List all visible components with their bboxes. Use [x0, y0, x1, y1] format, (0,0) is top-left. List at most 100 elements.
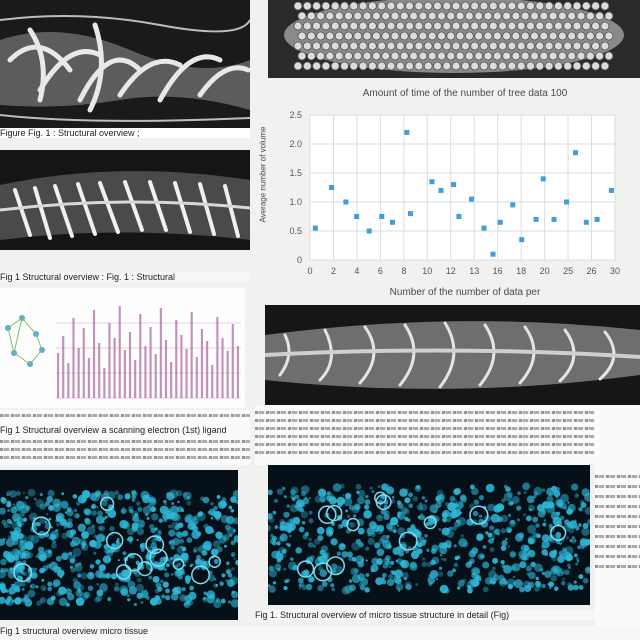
- fluorescence-speck: [353, 568, 360, 574]
- bar: [57, 353, 60, 398]
- bar: [113, 338, 116, 398]
- fluorescence-speck: [94, 596, 101, 603]
- bottom-caption-text: Fig 1 structural overview micro tissue: [0, 626, 149, 636]
- y-tick-label: 1.0: [289, 197, 302, 207]
- bar: [180, 335, 183, 398]
- fluorescence-speck: [301, 570, 309, 577]
- fluorescence-speck: [344, 584, 353, 594]
- fluorescence-speck: [205, 525, 214, 535]
- fluorescence-speck: [208, 508, 216, 516]
- fluorescence-speck: [137, 506, 143, 512]
- fluorescence-speck: [273, 498, 279, 503]
- bar-chart: [56, 306, 241, 399]
- fluorescence-speck: [300, 510, 309, 519]
- fluorescence-speck: [366, 527, 374, 535]
- fluorescence-speck: [519, 556, 523, 560]
- figure-header-caption-text: Figure Fig. 1 : Structural overview ;: [0, 128, 140, 138]
- fluorescence-speck: [512, 581, 516, 585]
- fluorescence-speck: [226, 579, 235, 588]
- fluorescence-speck: [527, 537, 535, 545]
- cell-texture: [502, 31, 512, 41]
- fluorescence-speck: [287, 522, 296, 532]
- fluorescence-speck: [220, 598, 226, 604]
- scatter-point: [564, 199, 570, 205]
- fluorescence-speck: [388, 574, 394, 579]
- cell-texture: [334, 11, 344, 21]
- cell-texture: [553, 21, 563, 31]
- fluorescence-speck: [548, 523, 553, 528]
- fluorescence-speck: [268, 569, 277, 578]
- fluorescence-speck: [165, 595, 171, 601]
- cell-texture: [437, 51, 446, 61]
- fluorescence-speck: [429, 569, 439, 579]
- fluorescence-speck: [404, 497, 411, 504]
- cell-texture: [302, 1, 312, 11]
- fluorescence-speck: [385, 555, 391, 561]
- fluorescence-speck: [183, 491, 192, 501]
- fluorescence-speck: [83, 591, 91, 599]
- cell-texture: [297, 11, 307, 21]
- fluorescence-speck: [408, 503, 414, 509]
- fluorescence-speck: [44, 520, 48, 524]
- fluorescence-speck: [0, 507, 6, 515]
- fluorescence-speck: [530, 561, 536, 568]
- cell-texture: [520, 31, 530, 41]
- fluorescence-speck: [305, 583, 313, 591]
- fluorescence-speck: [541, 545, 545, 550]
- fluorescence-speck: [292, 564, 299, 571]
- scatter-point: [608, 187, 614, 193]
- fluorescence-speck: [149, 496, 156, 504]
- fluorescence-speck: [116, 537, 120, 541]
- bar: [236, 346, 239, 398]
- fluorescence-speck: [80, 543, 89, 552]
- fluorescence-speck: [397, 511, 402, 516]
- cell-texture: [399, 11, 409, 21]
- fluorescence-speck: [17, 532, 24, 540]
- fluorescence-speck: [496, 516, 503, 523]
- cell-texture: [535, 21, 545, 31]
- fluorescence-speck: [439, 553, 443, 557]
- fluorescence-speck: [353, 503, 361, 511]
- fluorescence-speck: [3, 523, 9, 529]
- fluorescence-speck: [226, 526, 236, 536]
- cell-texture: [520, 51, 530, 61]
- x-tick-label: 16: [493, 266, 503, 276]
- fluorescence-speck: [376, 548, 385, 557]
- fluorescence-speck: [107, 509, 117, 519]
- cell-texture: [451, 21, 461, 31]
- cell-texture: [455, 51, 465, 61]
- plot-area: [309, 114, 616, 261]
- cell-texture: [349, 21, 359, 31]
- network-diagram: [5, 315, 45, 367]
- fluorescence-speck: [152, 575, 160, 583]
- fluorescence-speck: [450, 502, 454, 506]
- fluorescence-speck: [47, 586, 53, 592]
- cell-texture: [321, 61, 331, 71]
- cell-texture: [488, 41, 498, 51]
- fluorescence-speck: [95, 559, 101, 565]
- fluorescence-speck: [482, 561, 490, 569]
- cell-texture: [427, 31, 437, 41]
- fluorescence-speck: [578, 585, 584, 590]
- text-line: [0, 448, 250, 451]
- fluorescence-speck: [286, 504, 290, 508]
- fluorescence-speck: [447, 544, 452, 549]
- fluorescence-speck: [351, 541, 361, 551]
- cell-texture: [390, 31, 400, 41]
- cell-texture: [498, 41, 508, 51]
- fluorescence-speck: [3, 550, 8, 555]
- fluorescence-speck: [523, 513, 526, 517]
- cell-texture: [548, 51, 558, 61]
- fluorescence-speck: [513, 579, 523, 589]
- fluorescence-speck: [560, 493, 569, 503]
- fluorescence-speck: [298, 584, 302, 588]
- fluorescence-speck: [287, 543, 291, 547]
- cell-texture: [409, 31, 419, 41]
- cell-texture: [414, 61, 424, 71]
- cell-texture: [386, 61, 396, 71]
- fluorescence-speck: [200, 558, 204, 562]
- cell-texture: [409, 51, 419, 61]
- cell-texture: [330, 61, 340, 71]
- fluorescence-speck: [402, 563, 407, 568]
- fluorescence-speck: [453, 503, 459, 509]
